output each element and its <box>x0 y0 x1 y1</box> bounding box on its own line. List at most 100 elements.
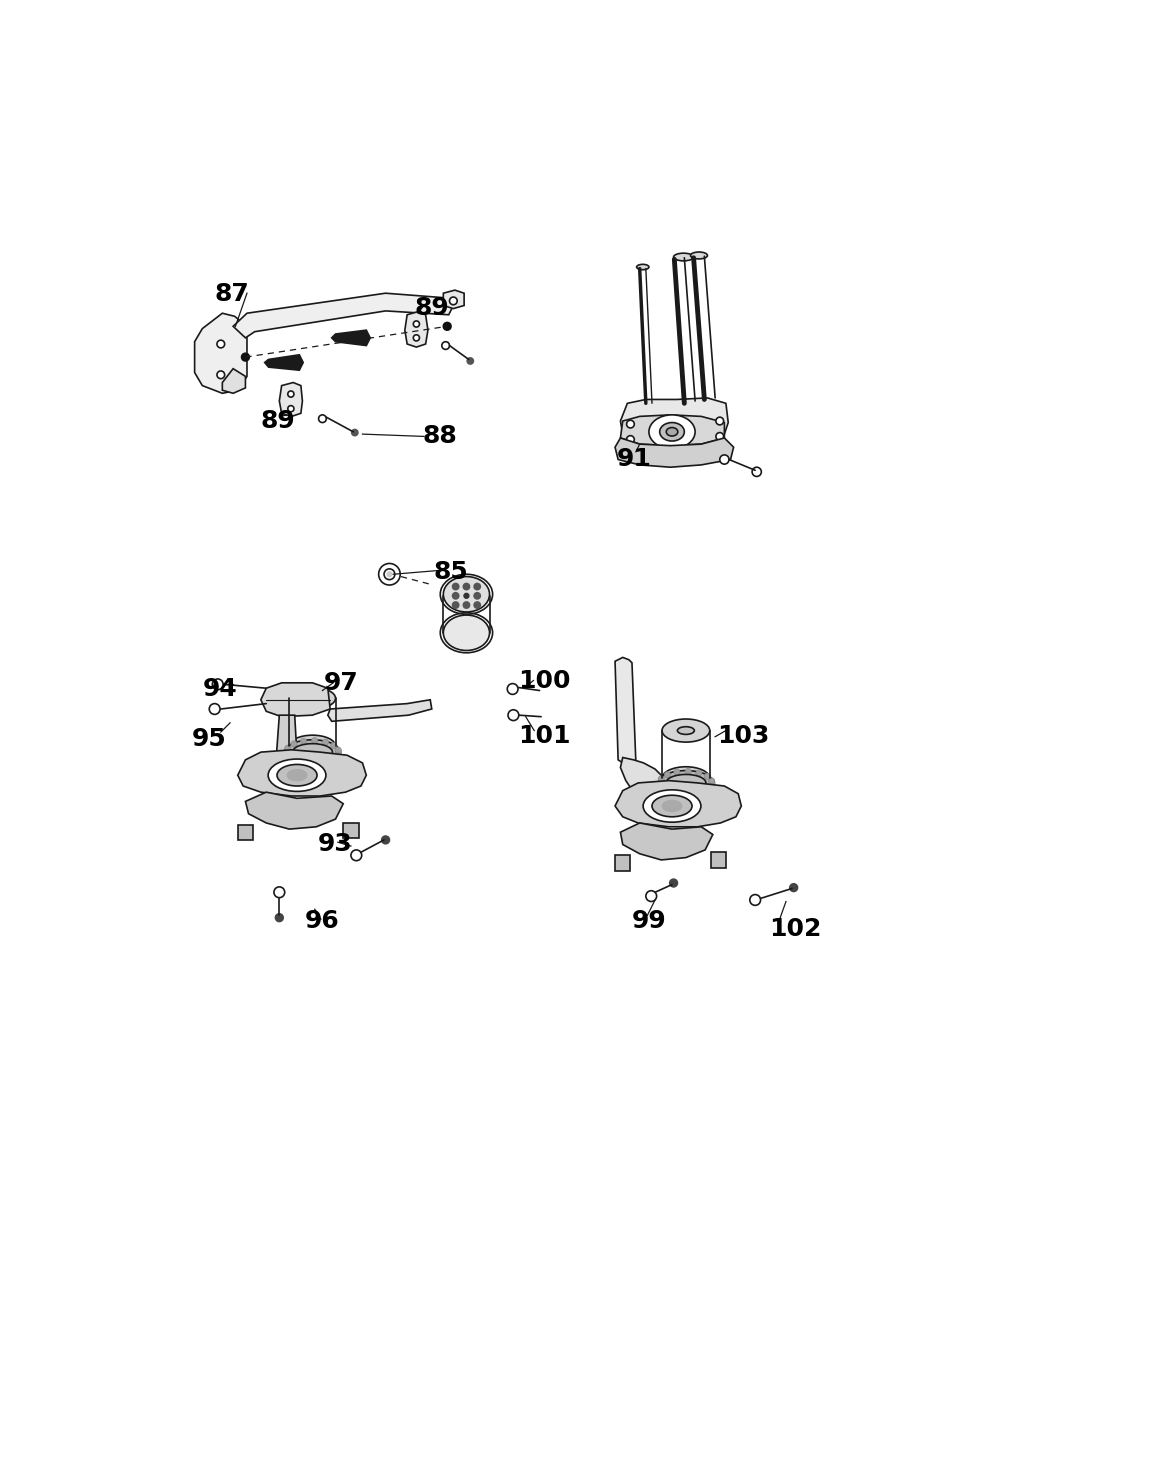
Ellipse shape <box>289 687 335 709</box>
Ellipse shape <box>662 800 682 812</box>
Circle shape <box>287 755 293 760</box>
Polygon shape <box>237 825 253 840</box>
Ellipse shape <box>643 790 700 822</box>
Circle shape <box>316 760 323 766</box>
Circle shape <box>657 781 662 787</box>
Circle shape <box>319 415 326 423</box>
Circle shape <box>627 436 635 443</box>
Ellipse shape <box>444 615 490 650</box>
Circle shape <box>463 602 470 608</box>
Ellipse shape <box>276 765 317 785</box>
Circle shape <box>752 467 761 477</box>
Ellipse shape <box>444 577 490 612</box>
Text: 85: 85 <box>433 559 468 584</box>
Circle shape <box>274 887 285 897</box>
Ellipse shape <box>674 252 694 261</box>
Circle shape <box>708 778 714 784</box>
Circle shape <box>715 417 723 424</box>
Ellipse shape <box>649 415 695 449</box>
Ellipse shape <box>268 759 326 791</box>
Polygon shape <box>621 415 725 446</box>
Circle shape <box>475 602 480 608</box>
Circle shape <box>217 371 225 379</box>
Text: 96: 96 <box>305 909 340 934</box>
Circle shape <box>414 321 419 327</box>
Polygon shape <box>222 368 245 393</box>
Polygon shape <box>621 398 728 445</box>
Ellipse shape <box>293 744 333 760</box>
Circle shape <box>285 746 291 752</box>
Circle shape <box>453 583 458 590</box>
Circle shape <box>351 850 362 860</box>
Circle shape <box>658 777 665 782</box>
Circle shape <box>335 747 341 753</box>
Ellipse shape <box>690 252 707 258</box>
Polygon shape <box>615 437 734 467</box>
Polygon shape <box>615 856 630 871</box>
Text: 100: 100 <box>518 669 570 693</box>
Polygon shape <box>444 291 464 308</box>
Ellipse shape <box>666 775 706 791</box>
Circle shape <box>288 405 294 413</box>
Text: 97: 97 <box>324 671 358 694</box>
Polygon shape <box>195 313 247 393</box>
Polygon shape <box>332 330 370 345</box>
Circle shape <box>449 297 457 305</box>
Text: 87: 87 <box>214 282 249 307</box>
Polygon shape <box>621 757 665 802</box>
Ellipse shape <box>677 727 695 734</box>
Polygon shape <box>711 853 726 868</box>
Circle shape <box>288 390 294 398</box>
Text: 102: 102 <box>770 918 821 941</box>
Ellipse shape <box>660 423 684 440</box>
Circle shape <box>715 433 723 440</box>
Circle shape <box>508 709 518 721</box>
Polygon shape <box>615 658 636 765</box>
Circle shape <box>333 755 339 760</box>
Ellipse shape <box>666 427 677 436</box>
Circle shape <box>463 583 470 590</box>
Polygon shape <box>404 311 427 346</box>
Circle shape <box>668 790 674 796</box>
Circle shape <box>708 780 715 785</box>
Ellipse shape <box>287 769 306 781</box>
Circle shape <box>475 593 480 599</box>
Text: 101: 101 <box>518 724 570 749</box>
Ellipse shape <box>285 740 340 765</box>
Circle shape <box>750 894 760 906</box>
Circle shape <box>441 342 449 349</box>
Circle shape <box>217 341 225 348</box>
Polygon shape <box>343 824 358 838</box>
Polygon shape <box>245 793 343 829</box>
Polygon shape <box>265 355 303 370</box>
Ellipse shape <box>662 719 710 743</box>
Circle shape <box>294 759 301 765</box>
Circle shape <box>301 738 306 744</box>
Ellipse shape <box>662 766 710 790</box>
Circle shape <box>706 785 713 791</box>
Polygon shape <box>233 294 454 338</box>
Circle shape <box>464 593 469 597</box>
Circle shape <box>212 680 223 690</box>
Circle shape <box>690 791 696 797</box>
Circle shape <box>468 358 473 364</box>
Circle shape <box>679 791 684 797</box>
Ellipse shape <box>652 796 692 816</box>
Circle shape <box>444 323 452 330</box>
Circle shape <box>210 703 220 715</box>
Circle shape <box>660 785 666 791</box>
Text: 91: 91 <box>616 448 651 471</box>
Text: 93: 93 <box>318 832 353 856</box>
Circle shape <box>275 913 283 922</box>
Circle shape <box>665 772 670 778</box>
Ellipse shape <box>637 264 649 270</box>
Text: 95: 95 <box>191 727 226 750</box>
Circle shape <box>283 750 289 756</box>
Polygon shape <box>279 383 303 417</box>
Circle shape <box>674 769 680 775</box>
Circle shape <box>379 564 400 586</box>
Circle shape <box>323 738 328 746</box>
Circle shape <box>453 602 458 608</box>
Circle shape <box>646 891 657 901</box>
Text: 94: 94 <box>203 677 237 700</box>
